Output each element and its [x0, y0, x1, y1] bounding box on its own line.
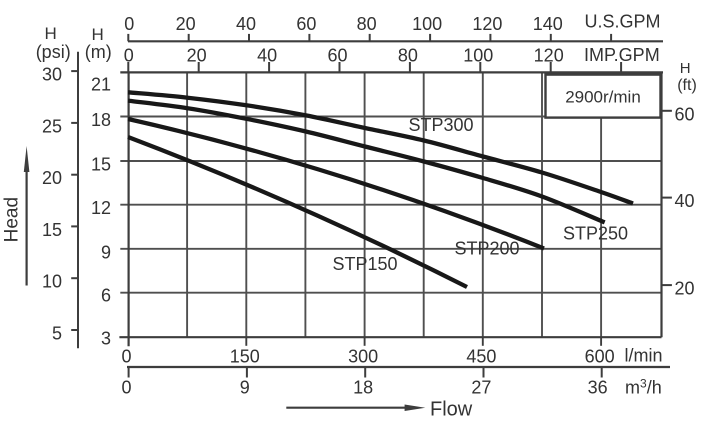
svg-text:5: 5: [52, 324, 62, 344]
svg-text:120: 120: [534, 46, 564, 66]
svg-text:STP150: STP150: [332, 254, 397, 274]
svg-text:Head: Head: [2, 197, 23, 242]
svg-text:15: 15: [42, 220, 62, 240]
svg-text:STP300: STP300: [408, 115, 473, 135]
svg-text:18: 18: [353, 377, 373, 397]
svg-text:300: 300: [348, 346, 378, 366]
svg-text:40: 40: [257, 46, 277, 66]
svg-text:20: 20: [674, 279, 694, 299]
svg-text:60: 60: [296, 14, 316, 34]
svg-text:0: 0: [124, 46, 134, 66]
svg-text:21: 21: [91, 75, 111, 95]
svg-text:STP250: STP250: [563, 223, 628, 243]
svg-text:0: 0: [124, 14, 134, 34]
svg-text:12: 12: [91, 198, 111, 218]
svg-text:9: 9: [240, 377, 250, 397]
svg-text:(m): (m): [85, 42, 112, 62]
svg-text:m3/h: m3/h: [625, 376, 662, 397]
svg-text:60: 60: [327, 46, 347, 66]
svg-text:20: 20: [42, 168, 62, 188]
svg-text:H: H: [44, 24, 56, 43]
svg-text:100: 100: [412, 14, 442, 34]
svg-text:80: 80: [357, 14, 377, 34]
svg-text:10: 10: [42, 272, 62, 292]
svg-text:600: 600: [585, 346, 615, 366]
svg-text:15: 15: [91, 155, 111, 175]
svg-text:150: 150: [230, 346, 260, 366]
svg-text:100: 100: [463, 46, 493, 66]
svg-text:27: 27: [471, 377, 491, 397]
svg-text:30: 30: [42, 65, 62, 85]
svg-text:20: 20: [187, 46, 207, 66]
svg-text:40: 40: [236, 14, 256, 34]
svg-text:140: 140: [533, 14, 563, 34]
svg-text:60: 60: [674, 104, 694, 124]
svg-text:20: 20: [176, 14, 196, 34]
svg-text:U.S.GPM: U.S.GPM: [584, 11, 660, 31]
svg-text:H: H: [680, 60, 691, 77]
svg-text:25: 25: [42, 116, 62, 136]
svg-text:(psi): (psi): [36, 42, 71, 62]
svg-text:H: H: [91, 25, 103, 44]
svg-text:(ft): (ft): [677, 77, 697, 94]
svg-text:STP200: STP200: [454, 238, 519, 258]
svg-text:IMP.GPM: IMP.GPM: [584, 45, 660, 65]
svg-text:0: 0: [121, 346, 131, 366]
svg-text:3: 3: [101, 328, 111, 348]
svg-text:l/min: l/min: [624, 345, 662, 365]
svg-text:2900r/min: 2900r/min: [565, 88, 641, 107]
svg-text:120: 120: [472, 14, 502, 34]
svg-text:450: 450: [466, 346, 496, 366]
svg-text:Flow: Flow: [430, 399, 473, 421]
svg-text:36: 36: [588, 377, 608, 397]
svg-text:18: 18: [91, 110, 111, 130]
svg-text:80: 80: [398, 46, 418, 66]
svg-text:9: 9: [101, 242, 111, 262]
svg-text:6: 6: [101, 285, 111, 305]
svg-text:40: 40: [674, 191, 694, 211]
svg-text:0: 0: [121, 377, 131, 397]
